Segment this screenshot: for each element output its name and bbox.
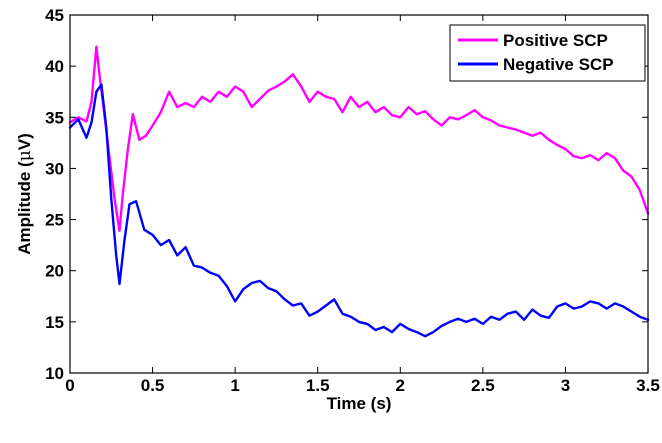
x-tick-label: 0.5 bbox=[141, 376, 165, 395]
y-tick-label: 45 bbox=[45, 6, 64, 25]
x-tick-label: 2.5 bbox=[471, 376, 495, 395]
y-tick-label: 10 bbox=[45, 364, 64, 383]
x-axis-label: Time (s) bbox=[327, 394, 392, 413]
y-tick-label: 25 bbox=[45, 211, 64, 230]
y-tick-label: 35 bbox=[45, 108, 64, 127]
y-tick-label: 20 bbox=[45, 262, 64, 281]
x-tick-label: 1 bbox=[230, 376, 239, 395]
y-tick-label: 15 bbox=[45, 313, 64, 332]
x-tick-label: 0 bbox=[65, 376, 74, 395]
legend-box bbox=[449, 24, 646, 82]
x-tick-label: 3 bbox=[561, 376, 570, 395]
y-axis-label: Amplitude (μV) bbox=[15, 133, 35, 255]
legend-label-negative-scp: Negative SCP bbox=[503, 55, 614, 74]
legend-label-positive-scp: Positive SCP bbox=[503, 31, 608, 50]
series-lines bbox=[68, 45, 650, 338]
series-line-positive-scp bbox=[68, 45, 650, 233]
x-tick-label: 2 bbox=[396, 376, 405, 395]
x-tick-label: 3.5 bbox=[636, 376, 660, 395]
plot-area-frame bbox=[69, 14, 649, 374]
tick-labels: 0 0.5 1 1.5 2 2.5 3 3.5 10 15 20 25 30 35 40 45 bbox=[45, 6, 660, 395]
axis-ticks bbox=[69, 14, 649, 374]
legend: Positive SCP Negative SCP bbox=[449, 24, 646, 82]
y-tick-label: 40 bbox=[45, 57, 64, 76]
x-tick-label: 1.5 bbox=[306, 376, 330, 395]
series-line-negative-scp bbox=[68, 83, 650, 338]
y-tick-label: 30 bbox=[45, 159, 64, 178]
